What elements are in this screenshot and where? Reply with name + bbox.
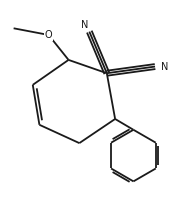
Text: O: O [45,30,52,40]
Text: N: N [82,20,89,30]
Text: N: N [161,62,168,72]
